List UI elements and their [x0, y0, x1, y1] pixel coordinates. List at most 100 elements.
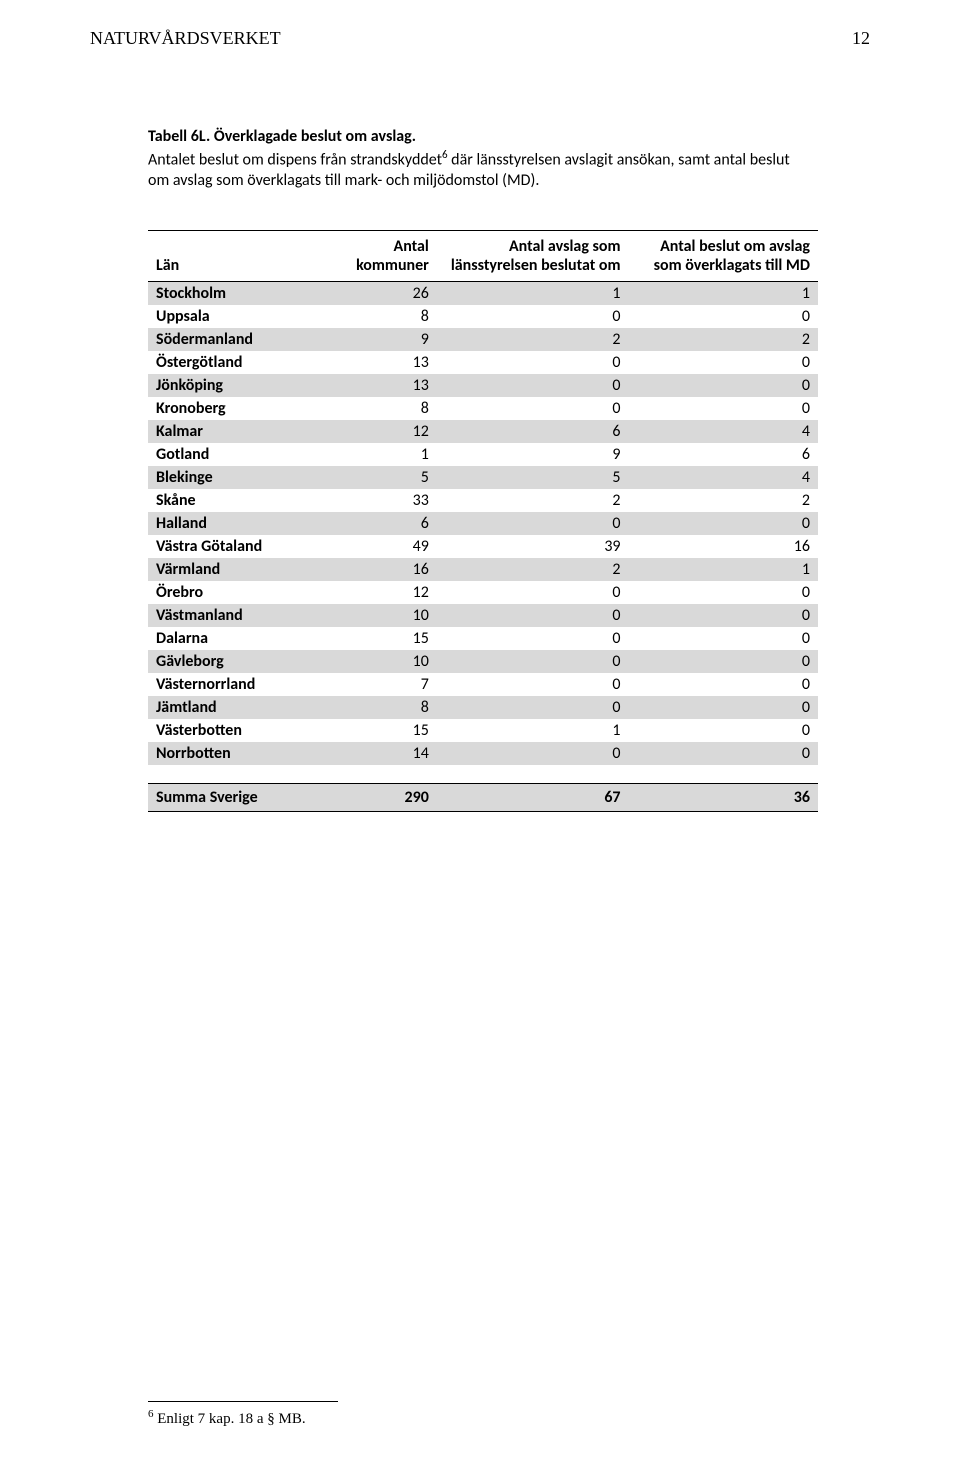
cell-value: 7 — [319, 673, 437, 696]
col-header-avslag: Antal avslag som länsstyrelsen beslutat … — [437, 230, 629, 281]
cell-value: 49 — [319, 535, 437, 558]
cell-value: 0 — [437, 374, 629, 397]
cell-lan: Östergötland — [148, 351, 319, 374]
cell-value: 1 — [629, 558, 818, 581]
cell-value: 10 — [319, 604, 437, 627]
cell-value: 1 — [437, 282, 629, 306]
cell-value: 13 — [319, 374, 437, 397]
table-header-row: Län Antal kommuner Antal avslag som läns… — [148, 230, 818, 281]
table-row: Stockholm2611 — [148, 282, 818, 306]
cell-value: 0 — [629, 581, 818, 604]
cell-value: 0 — [629, 719, 818, 742]
cell-value: 4 — [629, 420, 818, 443]
cell-value: 2 — [629, 489, 818, 512]
cell-value: 10 — [319, 650, 437, 673]
summary-label: Summa Sverige — [148, 784, 319, 812]
caption-title: Tabell 6L. Överklagade beslut om avslag. — [148, 127, 416, 146]
cell-value: 26 — [319, 282, 437, 306]
cell-value: 9 — [437, 443, 629, 466]
cell-value: 4 — [629, 466, 818, 489]
cell-value: 1 — [437, 719, 629, 742]
cell-value: 0 — [629, 673, 818, 696]
cell-value: 0 — [437, 351, 629, 374]
cell-lan: Västra Götaland — [148, 535, 319, 558]
cell-value: 6 — [437, 420, 629, 443]
table-caption: Tabell 6L. Överklagade beslut om avslag.… — [148, 127, 808, 192]
page-header: NATURVÅRDSVERKET 12 — [90, 28, 870, 49]
table-row: Södermanland922 — [148, 328, 818, 351]
footnote-rule — [148, 1401, 338, 1402]
cell-value: 0 — [629, 650, 818, 673]
cell-value: 39 — [437, 535, 629, 558]
cell-lan: Gotland — [148, 443, 319, 466]
cell-lan: Stockholm — [148, 282, 319, 306]
cell-value: 2 — [437, 558, 629, 581]
cell-value: 9 — [319, 328, 437, 351]
cell-value: 6 — [319, 512, 437, 535]
cell-lan: Örebro — [148, 581, 319, 604]
cell-value: 0 — [437, 696, 629, 719]
col-header-lan: Län — [148, 230, 319, 281]
table-row: Kronoberg800 — [148, 397, 818, 420]
cell-value: 13 — [319, 351, 437, 374]
table-row: Västerbotten1510 — [148, 719, 818, 742]
cell-lan: Kalmar — [148, 420, 319, 443]
cell-value: 0 — [437, 305, 629, 328]
table-row: Norrbotten1400 — [148, 742, 818, 765]
table-row: Jönköping1300 — [148, 374, 818, 397]
table-row: Uppsala800 — [148, 305, 818, 328]
cell-value: 15 — [319, 627, 437, 650]
cell-value: 0 — [629, 627, 818, 650]
cell-value: 2 — [437, 489, 629, 512]
cell-value: 1 — [319, 443, 437, 466]
table-summary-row: Summa Sverige2906736 — [148, 784, 818, 812]
org-name: NATURVÅRDSVERKET — [90, 28, 281, 49]
table-row: Värmland1621 — [148, 558, 818, 581]
cell-value: 16 — [319, 558, 437, 581]
table-row: Kalmar1264 — [148, 420, 818, 443]
table-row: Västmanland1000 — [148, 604, 818, 627]
footnote-area: 6 Enligt 7 kap. 18 a § MB. — [90, 1401, 760, 1428]
cell-lan: Södermanland — [148, 328, 319, 351]
cell-value: 0 — [437, 673, 629, 696]
table-wrap: Län Antal kommuner Antal avslag som läns… — [148, 230, 818, 812]
cell-value: 0 — [629, 512, 818, 535]
cell-value: 12 — [319, 581, 437, 604]
cell-lan: Västerbotten — [148, 719, 319, 742]
cell-value: 33 — [319, 489, 437, 512]
cell-lan: Värmland — [148, 558, 319, 581]
cell-value: 8 — [319, 696, 437, 719]
footnote-text: 6 Enligt 7 kap. 18 a § MB. — [148, 1408, 760, 1428]
cell-value: 2 — [437, 328, 629, 351]
data-table: Län Antal kommuner Antal avslag som läns… — [148, 230, 818, 812]
cell-value: 8 — [319, 397, 437, 420]
cell-lan: Dalarna — [148, 627, 319, 650]
cell-lan: Västmanland — [148, 604, 319, 627]
cell-value: 0 — [437, 627, 629, 650]
cell-lan: Halland — [148, 512, 319, 535]
cell-lan: Norrbotten — [148, 742, 319, 765]
cell-lan: Blekinge — [148, 466, 319, 489]
cell-value: 12 — [319, 420, 437, 443]
cell-value: 14 — [319, 742, 437, 765]
cell-lan: Skåne — [148, 489, 319, 512]
table-row: Blekinge554 — [148, 466, 818, 489]
cell-value: 0 — [437, 581, 629, 604]
col-header-beslut: Antal beslut om avslag som överklagats t… — [629, 230, 818, 281]
cell-value: 0 — [437, 397, 629, 420]
cell-value: 1 — [629, 282, 818, 306]
cell-lan: Kronoberg — [148, 397, 319, 420]
cell-value: 0 — [437, 604, 629, 627]
cell-value: 15 — [319, 719, 437, 742]
table-row: Örebro1200 — [148, 581, 818, 604]
table-row: Västernorrland700 — [148, 673, 818, 696]
cell-lan: Uppsala — [148, 305, 319, 328]
summary-value: 36 — [629, 784, 818, 812]
table-gap-row — [148, 765, 818, 784]
cell-value: 5 — [319, 466, 437, 489]
cell-value: 0 — [437, 512, 629, 535]
cell-value: 6 — [629, 443, 818, 466]
cell-value: 0 — [437, 650, 629, 673]
cell-value: 8 — [319, 305, 437, 328]
cell-value: 0 — [437, 742, 629, 765]
